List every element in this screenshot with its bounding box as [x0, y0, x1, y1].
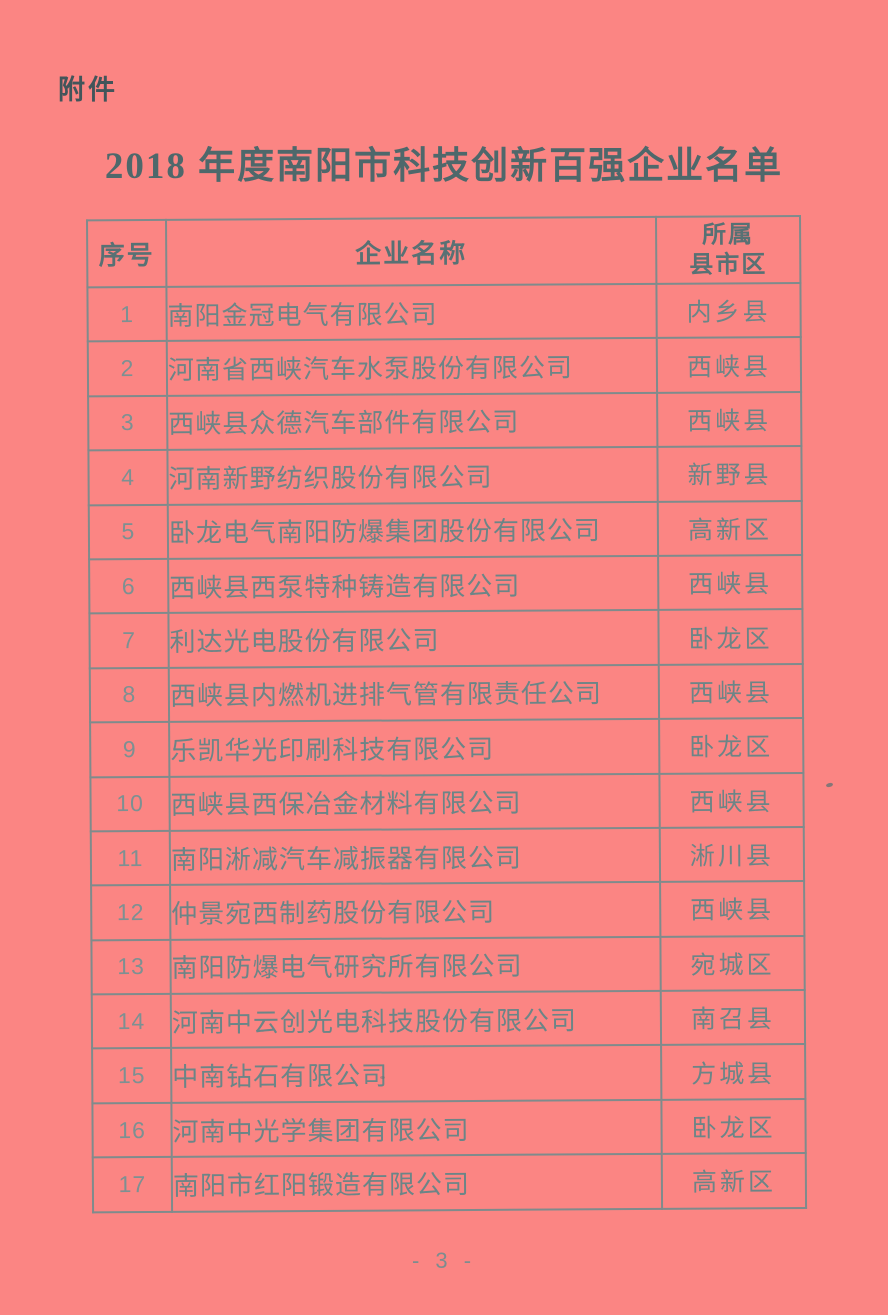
- row-number: 1: [87, 286, 167, 342]
- table-row: 16 河南中光学集团有限公司 卧龙区: [92, 1098, 806, 1158]
- company-name: 河南新野纺织股份有限公司: [167, 447, 658, 505]
- table-header: 序号 企业名称 所属 县市区: [87, 215, 801, 288]
- company-district: 西峡县: [657, 391, 802, 448]
- row-number: 2: [87, 341, 168, 397]
- company-name: 南阳防爆电气研究所有限公司: [170, 936, 661, 994]
- company-name: 河南中云创光电科技股份有限公司: [170, 990, 662, 1049]
- row-number: 11: [90, 830, 171, 886]
- company-district: 高新区: [657, 500, 803, 556]
- company-name: 中南钻石有限公司: [171, 1045, 662, 1103]
- attachment-label: 附件: [58, 75, 118, 105]
- table-row: 14 河南中云创光电科技股份有限公司 南召县: [91, 990, 806, 1049]
- header-no: 序号: [87, 219, 167, 288]
- company-name: 西峡县西保冶金材料有限公司: [169, 773, 660, 831]
- table-row: 3 西峡县众德汽车部件有限公司 西峡县: [88, 391, 802, 451]
- page-title: 2018 年度南阳市科技创新百强企业名单: [104, 146, 784, 187]
- table-row: 1 南阳金冠电气有限公司 内乡县: [87, 282, 801, 342]
- row-number: 16: [92, 1102, 172, 1158]
- company-district: 新野县: [657, 446, 802, 502]
- scan-speck: [380, 1076, 385, 1079]
- company-district: 南召县: [660, 990, 806, 1046]
- table-row: 13 南阳防爆电气研究所有限公司 宛城区: [91, 935, 805, 995]
- company-district: 内乡县: [656, 282, 801, 339]
- company-district: 淅川县: [659, 826, 805, 883]
- company-name: 西峡县西泵特种铸造有限公司: [168, 555, 659, 614]
- table-row: 7 利达光电股份有限公司 卧龙区: [89, 609, 803, 669]
- company-district: 卧龙区: [659, 718, 804, 774]
- row-number: 4: [88, 450, 168, 505]
- page-number: - 3 -: [411, 1248, 477, 1273]
- table-row: 6 西峡县西泵特种铸造有限公司 西峡县: [89, 554, 803, 614]
- scan-speck: [825, 782, 834, 788]
- header-district: 所属 县市区: [656, 215, 801, 284]
- row-number: 10: [90, 776, 170, 832]
- row-number: 5: [88, 504, 169, 560]
- company-name: 仲景宛西制药股份有限公司: [170, 882, 661, 940]
- table-row: 8 西峡县内燃机进排气管有限责任公司 西峡县: [89, 663, 804, 723]
- table-row: 12 仲景宛西制药股份有限公司 西峡县: [91, 881, 805, 941]
- company-name: 利达光电股份有限公司: [168, 610, 659, 668]
- company-district: 西峡县: [658, 663, 804, 719]
- company-name: 南阳金冠电气有限公司: [166, 283, 657, 342]
- company-name: 西峡县众德汽车部件有限公司: [167, 392, 658, 451]
- header-company-name: 企业名称: [166, 216, 657, 287]
- company-table: 序号 企业名称 所属 县市区 1 南阳金冠电气有限公司 内乡县 2 河南省西峡汽车水泵股…: [86, 215, 807, 1213]
- table-row: 5 卧龙电气南阳防爆集团股份有限公司 高新区: [88, 500, 803, 560]
- table-row: 11 南阳淅减汽车减振器有限公司 淅川县: [90, 826, 805, 886]
- row-number: 17: [92, 1157, 173, 1212]
- company-district: 西峡县: [659, 772, 804, 828]
- company-district: 西峡县: [658, 554, 803, 611]
- row-number: 6: [89, 558, 169, 614]
- company-name: 河南中光学集团有限公司: [171, 1099, 662, 1158]
- header-row: 序号 企业名称 所属 县市区: [87, 215, 801, 288]
- company-district: 高新区: [661, 1153, 807, 1209]
- company-name: 西峡县内燃机进排气管有限责任公司: [168, 664, 660, 722]
- row-number: 7: [89, 613, 169, 669]
- table-row: 15 中南钻石有限公司 方城县: [92, 1044, 806, 1104]
- table-row: 17 南阳市红阳锻造有限公司 高新区: [92, 1153, 807, 1212]
- row-number: 8: [89, 667, 170, 723]
- table-row: 4 河南新野纺织股份有限公司 新野县: [88, 446, 802, 505]
- company-name: 河南省西峡汽车水泵股份有限公司: [166, 338, 658, 396]
- company-name: 乐凯华光印刷科技有限公司: [169, 718, 660, 777]
- company-district: 西峡县: [656, 337, 802, 393]
- company-name: 南阳淅减汽车减振器有限公司: [169, 827, 661, 886]
- company-district: 西峡县: [660, 881, 805, 937]
- row-number: 12: [91, 885, 171, 941]
- row-number: 9: [90, 721, 170, 777]
- row-number: 13: [91, 939, 171, 995]
- company-table-wrap: 序号 企业名称 所属 县市区 1 南阳金冠电气有限公司 内乡县 2 河南省西峡汽车水泵股…: [86, 215, 807, 1213]
- table-row: 10 西峡县西保冶金材料有限公司 西峡县: [90, 772, 804, 832]
- table-body: 1 南阳金冠电气有限公司 内乡县 2 河南省西峡汽车水泵股份有限公司 西峡县 3 西峡县众德汽…: [87, 282, 807, 1212]
- company-name: 南阳市红阳锻造有限公司: [171, 1154, 663, 1212]
- company-name: 卧龙电气南阳防爆集团股份有限公司: [167, 501, 659, 559]
- row-number: 3: [88, 395, 168, 451]
- row-number: 15: [92, 1048, 172, 1104]
- company-district: 方城县: [661, 1044, 806, 1100]
- table-row: 9 乐凯华光印刷科技有限公司 卧龙区: [90, 718, 804, 777]
- company-district: 卧龙区: [661, 1098, 806, 1155]
- company-district: 卧龙区: [658, 609, 803, 665]
- row-number: 14: [91, 993, 172, 1049]
- table-row: 2 河南省西峡汽车水泵股份有限公司 西峡县: [87, 337, 802, 397]
- company-district: 宛城区: [660, 935, 805, 991]
